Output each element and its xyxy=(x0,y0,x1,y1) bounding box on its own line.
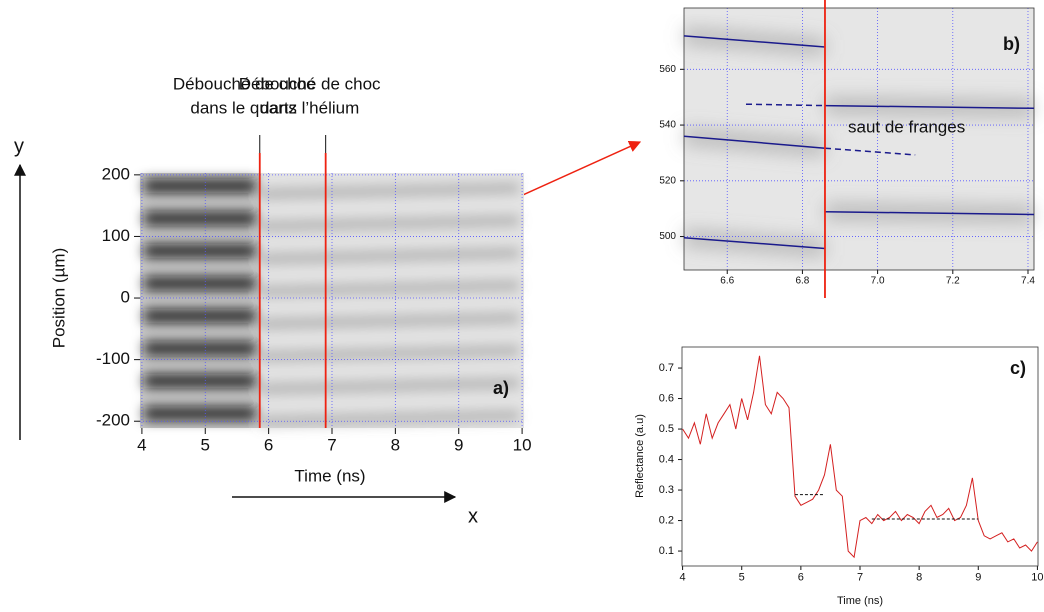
shock-label: dans l’hélium xyxy=(260,98,359,117)
panel-label: b) xyxy=(1003,34,1020,54)
fringe-line xyxy=(745,103,826,107)
y-axis-label: Position (µm) xyxy=(49,248,68,348)
x-tick-label: 5 xyxy=(739,572,745,584)
fringe xyxy=(259,313,520,329)
reflectance-line xyxy=(682,355,1038,559)
shock-label: Débouché de choc xyxy=(239,74,381,93)
y-tick-label: 500 xyxy=(659,231,676,242)
x-tick-label: 7 xyxy=(857,572,863,584)
x-tick-label: 9 xyxy=(975,572,981,584)
x-arrow-label: x xyxy=(468,505,478,527)
fringe xyxy=(144,276,256,291)
fringe-line xyxy=(683,135,826,149)
fringe xyxy=(144,406,256,421)
y-tick-label: 560 xyxy=(659,64,676,75)
x-axis-label: Time (ns) xyxy=(294,466,365,485)
shock-label: Débouché de choc xyxy=(173,74,315,93)
y-tick-label: 0 xyxy=(121,288,130,307)
y-tick-label: 0.3 xyxy=(659,484,674,496)
x-tick-label: 8 xyxy=(391,435,400,454)
fringe-line xyxy=(683,35,826,48)
x-tick-label: 7.0 xyxy=(871,276,885,287)
fringe-line xyxy=(824,210,1035,216)
y-tick-label: 0.4 xyxy=(659,453,674,465)
y-tick-label: 540 xyxy=(659,120,676,131)
x-tick-label: 4 xyxy=(680,572,686,584)
fringe xyxy=(259,183,520,199)
fringe xyxy=(144,309,256,323)
fringe xyxy=(259,345,520,362)
x-tick-label: 7 xyxy=(327,435,336,454)
streak-image-bg xyxy=(140,173,260,428)
fringe xyxy=(259,410,520,427)
x-tick-label: 5 xyxy=(201,435,210,454)
fringe xyxy=(259,280,520,297)
y-tick-label: 0.5 xyxy=(659,423,674,435)
x-tick-label: 6 xyxy=(264,435,273,454)
x-tick-label: 10 xyxy=(513,435,532,454)
y-tick-label: 0.6 xyxy=(659,392,674,404)
x-tick-label: 8 xyxy=(916,572,922,584)
x-tick-label: 6.8 xyxy=(795,276,809,287)
x-axis-label: Time (ns) xyxy=(837,595,883,607)
y-tick-label: 100 xyxy=(102,226,130,245)
x-tick-label: 7.4 xyxy=(1021,276,1035,287)
x-tick-label: 6.6 xyxy=(720,276,734,287)
fringe xyxy=(259,215,520,232)
y-tick-label: 200 xyxy=(102,164,130,183)
frame xyxy=(683,7,1035,271)
fringe xyxy=(144,244,256,258)
panel-label: a) xyxy=(493,378,509,398)
fringe xyxy=(144,374,256,388)
x-tick-label: 7.2 xyxy=(946,276,960,287)
streak-fringes xyxy=(144,179,520,427)
fringe-line xyxy=(683,236,826,250)
fringe xyxy=(144,211,256,226)
fringe-line xyxy=(824,104,1035,110)
fringe-line xyxy=(824,147,916,156)
y-arrow-label: y xyxy=(14,135,24,157)
y-tick-label: 0.2 xyxy=(659,514,674,526)
fringe xyxy=(144,341,256,356)
frame xyxy=(681,346,1039,567)
fringe xyxy=(144,179,256,193)
x-tick-label: 6 xyxy=(798,572,804,584)
y-tick-label: 0.7 xyxy=(659,362,674,374)
fringe xyxy=(259,378,520,394)
x-tick-label: 4 xyxy=(137,435,146,454)
y-tick-label: 0.1 xyxy=(659,545,674,557)
annotation: saut de franges xyxy=(848,117,965,136)
y-axis-label: Reflectance (a.u) xyxy=(634,414,646,498)
shock-label: dans le quartz xyxy=(190,98,297,117)
y-tick-label: 520 xyxy=(659,175,676,186)
panel-label: c) xyxy=(1010,358,1026,378)
x-tick-label: 10 xyxy=(1031,572,1043,584)
x-tick-label: 9 xyxy=(454,435,463,454)
y-tick-label: -200 xyxy=(96,411,130,430)
fringe xyxy=(259,248,520,264)
y-tick-label: -100 xyxy=(96,349,130,368)
